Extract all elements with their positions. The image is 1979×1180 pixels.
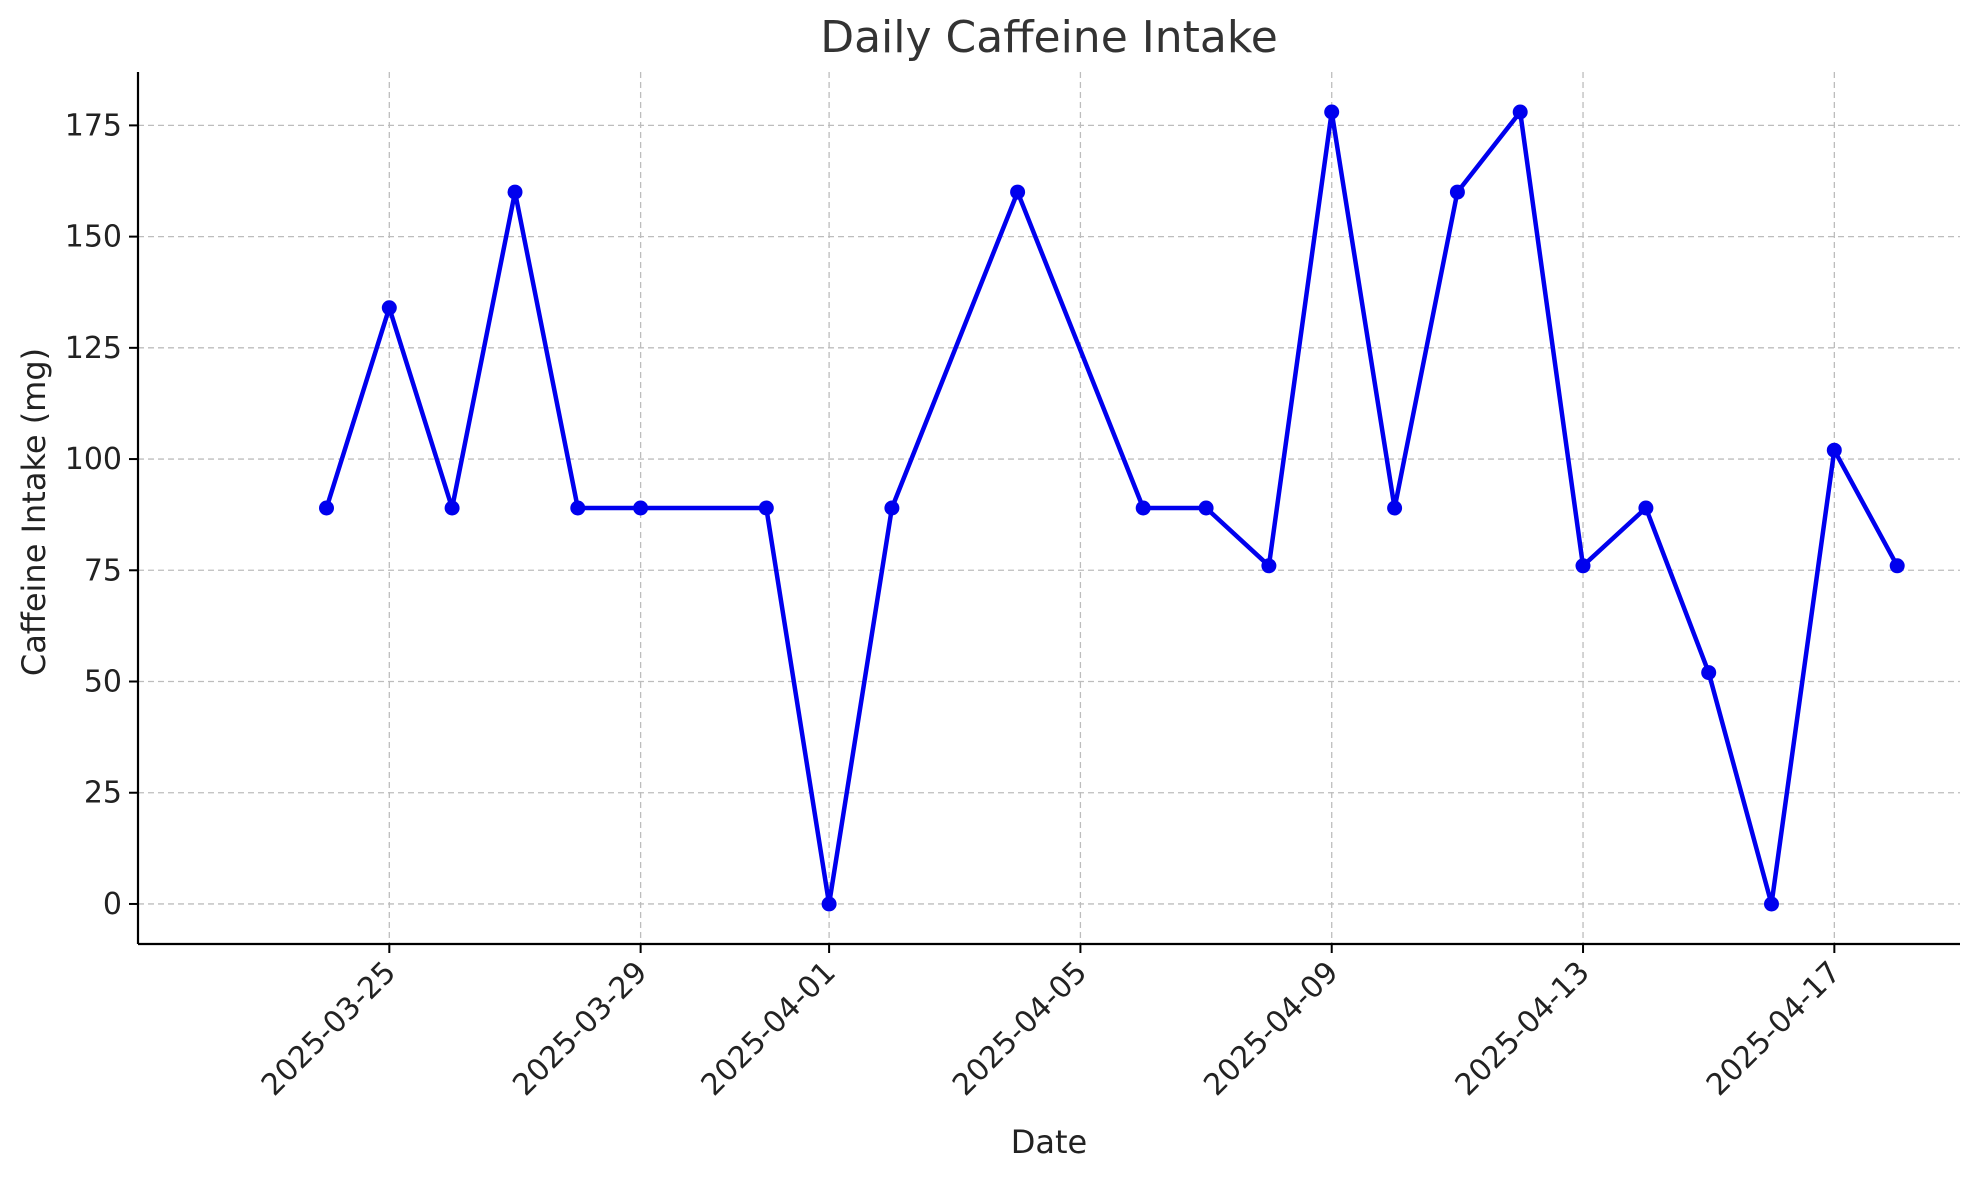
- data-point: [884, 500, 900, 516]
- data-point: [1889, 558, 1905, 574]
- data-point: [1387, 500, 1403, 516]
- data-point: [570, 500, 586, 516]
- x-tick-label: 2025-03-25: [255, 955, 403, 1103]
- data-point: [758, 500, 774, 516]
- data-point: [507, 184, 523, 200]
- data-point: [319, 500, 334, 516]
- x-tick-label: 2025-04-05: [946, 955, 1094, 1103]
- y-axis-label: Caffeine Intake (mg): [15, 348, 53, 676]
- y-tick-label: 25: [84, 776, 122, 811]
- data-point: [1764, 896, 1779, 912]
- x-axis-label: Date: [1011, 1123, 1087, 1161]
- data-point: [381, 300, 397, 316]
- data-point: [1575, 558, 1591, 574]
- data-point: [1638, 500, 1654, 516]
- data-point: [1198, 500, 1214, 516]
- data-point: [1449, 184, 1465, 200]
- chart-title: Daily Caffeine Intake: [820, 12, 1278, 63]
- y-tick-label: 150: [65, 220, 122, 255]
- x-tick-label: 2025-03-29: [506, 955, 654, 1103]
- data-point: [1010, 184, 1026, 200]
- grid: [138, 72, 1960, 944]
- y-tick-label: 50: [84, 665, 122, 700]
- data-point: [444, 500, 460, 516]
- data-point: [1261, 558, 1277, 574]
- ticks: 0 25 50 75 100 125 150 175 2025-03-25 2025-03-29 2…: [65, 108, 1848, 1103]
- y-tick-label: 125: [65, 331, 122, 366]
- data-point: [821, 896, 837, 912]
- series: [319, 104, 1905, 912]
- data-point: [1135, 500, 1151, 516]
- x-tick-label: 2025-04-01: [695, 955, 843, 1103]
- x-tick-label: 2025-04-17: [1700, 955, 1848, 1103]
- data-point: [633, 500, 649, 516]
- y-tick-label: 75: [84, 553, 122, 588]
- axes: [136, 72, 1960, 946]
- y-tick-label: 0: [103, 887, 122, 922]
- data-point: [1826, 442, 1842, 458]
- data-point: [1701, 665, 1717, 681]
- data-point: [1512, 104, 1528, 120]
- y-tick-label: 175: [65, 108, 122, 143]
- data-point: [1324, 104, 1340, 120]
- x-tick-label: 2025-04-09: [1197, 955, 1345, 1103]
- series-line: [324, 109, 1900, 907]
- x-tick-label: 2025-04-13: [1449, 955, 1597, 1103]
- y-tick-label: 100: [65, 442, 122, 477]
